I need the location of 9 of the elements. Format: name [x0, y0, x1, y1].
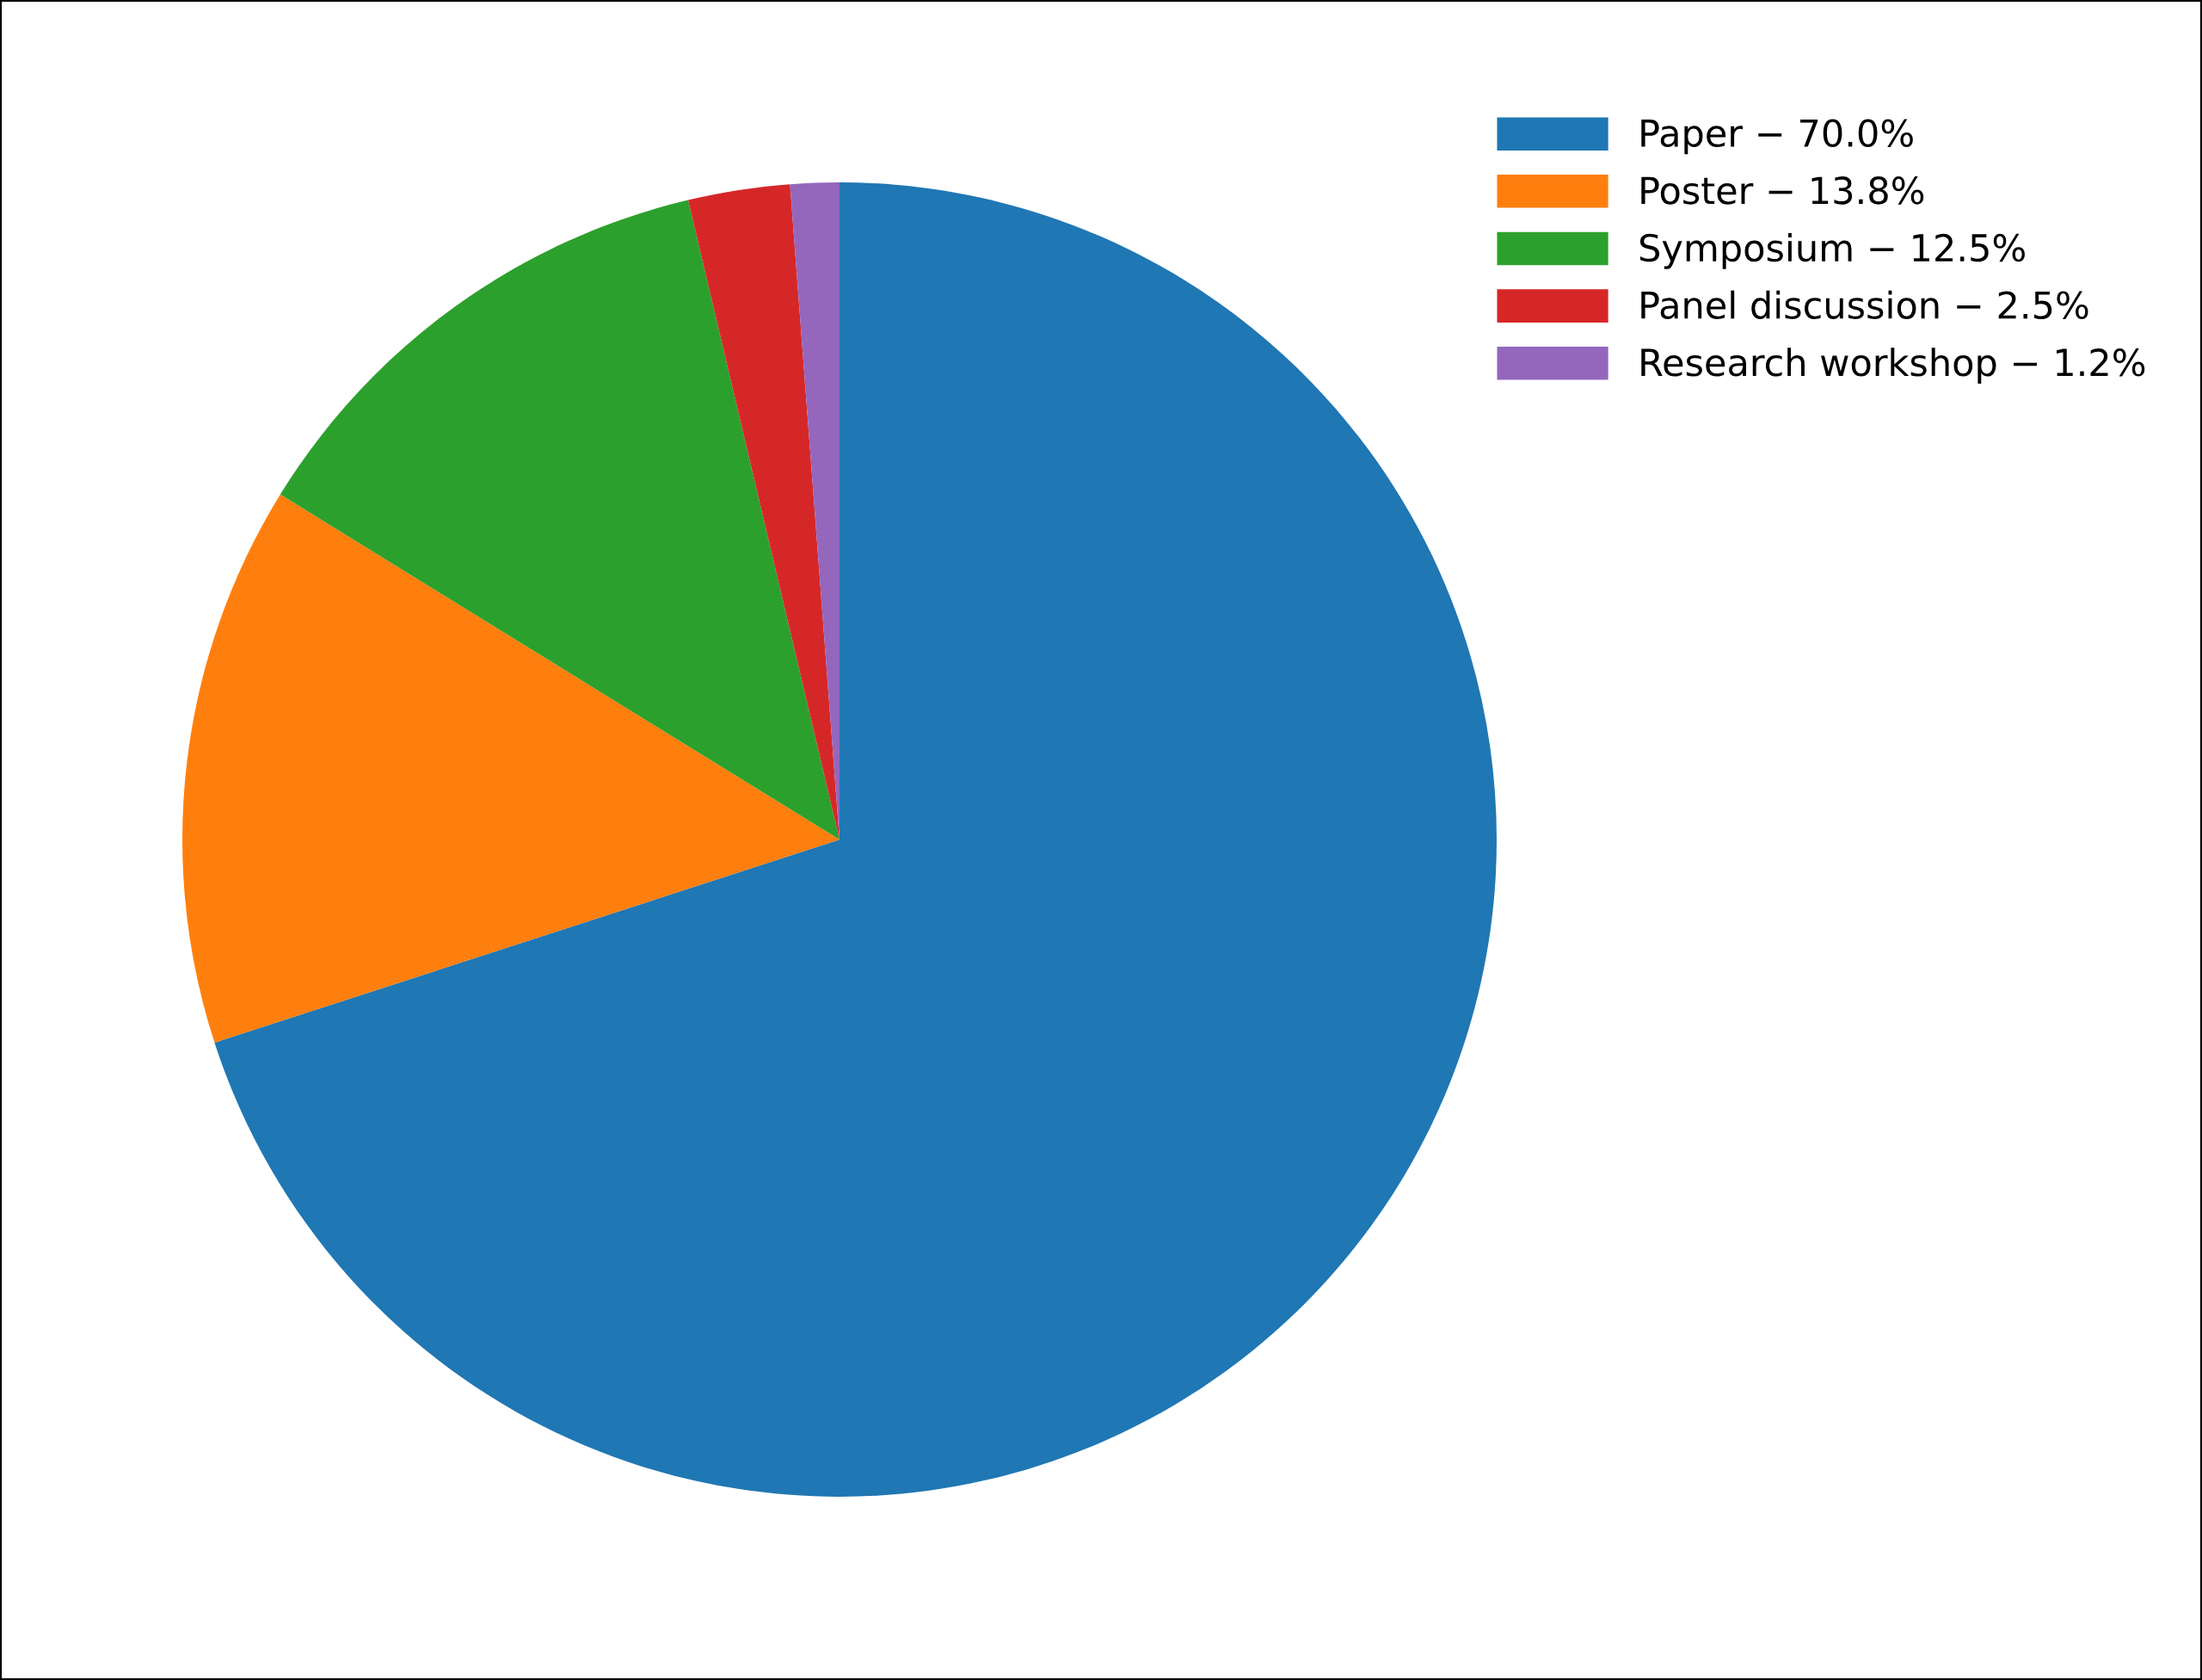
legend-label: Symposium − 12.5%: [1639, 233, 2025, 269]
legend-label: Paper − 70.0%: [1641, 119, 1913, 155]
pie-slice: [280, 200, 840, 840]
pie-slice: [687, 184, 840, 840]
legend-label: Panel discussion − 2.5%: [1641, 290, 2088, 319]
pie-slice: [182, 494, 840, 1043]
legend-label: Research workshop − 1.2%: [1641, 348, 2145, 384]
legend-label: Poster − 13.8%: [1641, 176, 1924, 205]
pie-slice: [214, 182, 1497, 1497]
